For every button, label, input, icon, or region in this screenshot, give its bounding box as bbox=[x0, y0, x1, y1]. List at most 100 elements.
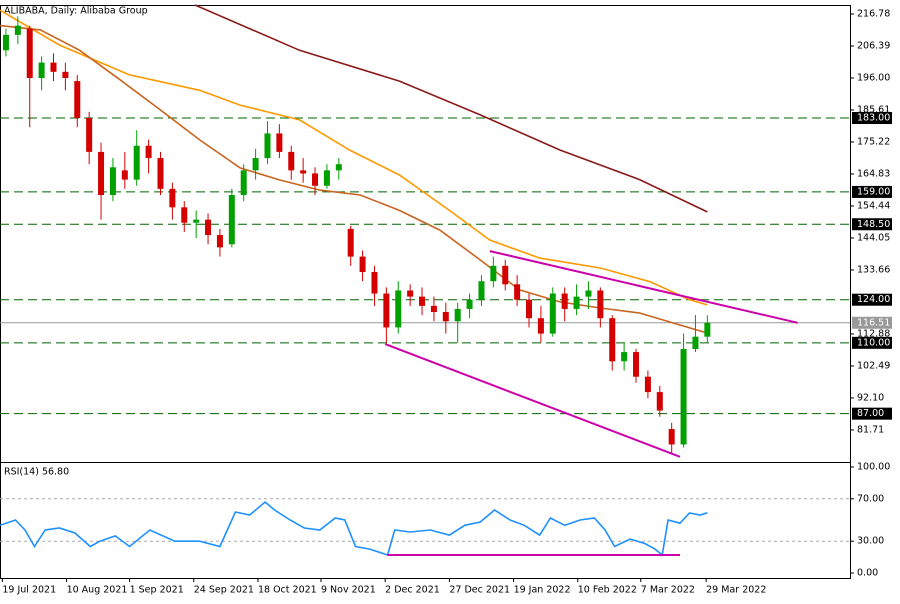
moving-average bbox=[0, 24, 708, 334]
y-tick-label: 196.00 bbox=[857, 72, 890, 83]
level-label-box bbox=[852, 293, 892, 306]
x-tick-label: 7 Mar 2022 bbox=[641, 585, 695, 596]
candle-body bbox=[668, 429, 675, 445]
candle-body bbox=[347, 228, 354, 257]
x-tick-label: 18 Oct 2021 bbox=[258, 585, 317, 596]
candle-body bbox=[38, 62, 45, 78]
candle-body bbox=[502, 265, 509, 285]
y-tick-label: 154.44 bbox=[857, 200, 890, 211]
candle-body bbox=[692, 336, 699, 349]
x-tick-label: 1 Sep 2021 bbox=[130, 585, 184, 596]
moving-average bbox=[194, 4, 708, 213]
x-tick-label: 10 Aug 2021 bbox=[67, 585, 128, 596]
y-tick-label: 216.78 bbox=[857, 8, 890, 19]
y-tick-label: 206.39 bbox=[857, 40, 890, 51]
moving-average bbox=[0, 9, 708, 306]
candle-body bbox=[205, 219, 212, 236]
candle-body bbox=[288, 151, 295, 171]
level-label-box bbox=[852, 407, 892, 420]
candle-body bbox=[14, 25, 21, 35]
level-label: 148.50 bbox=[857, 219, 890, 230]
rsi-title: RSI(14) 56.80 bbox=[4, 467, 69, 478]
rsi-tick-label: 70.00 bbox=[857, 493, 884, 504]
candle-body bbox=[181, 207, 188, 223]
candle-body bbox=[573, 296, 580, 309]
candle-body bbox=[50, 62, 57, 72]
last-price-label: 116.51 bbox=[857, 317, 890, 328]
candle-body bbox=[466, 299, 473, 309]
rsi-tick-label: 100.00 bbox=[857, 461, 890, 472]
candle-body bbox=[26, 28, 33, 78]
candle-body bbox=[252, 158, 259, 171]
candle-body bbox=[133, 145, 140, 180]
candle-body bbox=[216, 235, 223, 248]
candle-body bbox=[621, 352, 628, 362]
candle-body bbox=[169, 188, 176, 208]
y-tick-label: 185.61 bbox=[857, 104, 890, 115]
x-tick-label: 19 Jul 2021 bbox=[2, 585, 56, 596]
candle-body bbox=[145, 145, 152, 159]
candle-body bbox=[395, 290, 402, 328]
trend-line bbox=[489, 250, 798, 324]
candle-body bbox=[680, 348, 687, 445]
candle-body bbox=[561, 293, 568, 309]
candle-body bbox=[312, 173, 319, 186]
candle-body bbox=[240, 170, 247, 196]
y-tick-label: 144.05 bbox=[857, 232, 890, 243]
level-label: 183.00 bbox=[857, 113, 890, 124]
candle-body bbox=[193, 219, 200, 223]
candle-body bbox=[407, 290, 414, 297]
candle-body bbox=[98, 151, 105, 196]
candle-body bbox=[633, 352, 640, 377]
level-label: 124.00 bbox=[857, 294, 890, 305]
rsi-panel bbox=[0, 462, 851, 579]
y-tick-label: 112.88 bbox=[857, 328, 890, 339]
x-tick-label: 10 Feb 2022 bbox=[578, 585, 637, 596]
candle-body bbox=[371, 271, 378, 294]
x-tick-label: 27 Dec 2021 bbox=[449, 585, 510, 596]
candle-body bbox=[597, 290, 604, 319]
level-label-box bbox=[852, 112, 892, 125]
candle-body bbox=[419, 296, 426, 306]
candle-body bbox=[549, 293, 556, 334]
y-tick-label: 81.71 bbox=[857, 424, 884, 435]
candle-body bbox=[359, 256, 366, 272]
candle-body bbox=[490, 265, 497, 282]
candle-body bbox=[335, 164, 342, 171]
candle-body bbox=[383, 293, 390, 328]
candle-body bbox=[276, 133, 283, 152]
level-label-box bbox=[852, 336, 892, 349]
candle-body bbox=[442, 312, 449, 322]
rsi-line bbox=[0, 500, 708, 557]
chart-title: ALIBABA, Daily: Alibaba Group bbox=[4, 6, 148, 17]
rsi-tick-label: 0.00 bbox=[857, 568, 878, 579]
candle-body bbox=[157, 158, 164, 189]
x-tick-label: 9 Nov 2021 bbox=[321, 585, 376, 596]
y-tick-label: 102.49 bbox=[857, 360, 890, 371]
candle-body bbox=[2, 34, 9, 51]
candle-body bbox=[86, 118, 93, 152]
y-tick-label: 175.22 bbox=[857, 136, 890, 147]
y-tick-label: 164.83 bbox=[857, 168, 890, 179]
candle-body bbox=[74, 81, 81, 119]
last-price-box bbox=[852, 316, 892, 329]
candle-body bbox=[656, 392, 663, 411]
candle-body bbox=[323, 170, 330, 186]
candle-body bbox=[430, 305, 437, 313]
candle-body bbox=[264, 133, 271, 159]
candle-body bbox=[609, 318, 616, 362]
level-label: 87.00 bbox=[857, 408, 884, 419]
x-tick-label: 2 Dec 2021 bbox=[385, 585, 440, 596]
trend-line bbox=[384, 343, 681, 458]
y-tick-label: 133.66 bbox=[857, 264, 890, 275]
level-label-box bbox=[852, 218, 892, 231]
candle-body bbox=[454, 308, 461, 322]
candle-body bbox=[704, 322, 711, 337]
candle-body bbox=[514, 284, 521, 300]
candle-body bbox=[300, 170, 307, 174]
candle-body bbox=[526, 299, 533, 319]
candle-body bbox=[121, 170, 128, 180]
candle-body bbox=[585, 290, 592, 297]
